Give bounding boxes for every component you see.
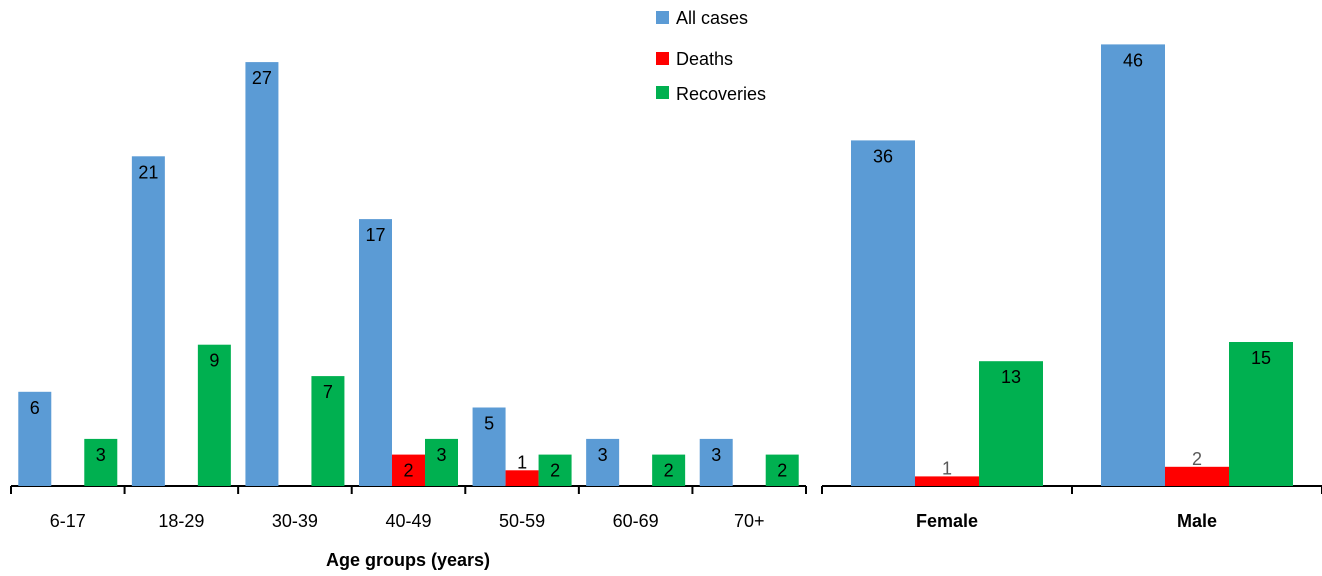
- sex-chart: 36 1 13 Female 46 2 15 Male: [821, 44, 1322, 531]
- legend-label-all-cases: All cases: [676, 8, 748, 28]
- data-label-all-cases-50-59: 5: [484, 414, 494, 434]
- bar-recoveries-18-29: [197, 344, 231, 486]
- data-label-recoveries-18-29: 9: [209, 351, 219, 371]
- data-label-recoveries-70: 2: [777, 461, 787, 481]
- bar-deaths-50-59: [505, 470, 539, 486]
- bar-deaths-40-49: [392, 454, 425, 486]
- bar-recoveries-male: [1229, 342, 1293, 486]
- data-label-deaths-male: 2: [1192, 449, 1202, 469]
- bar-all-cases-50-59: [472, 407, 506, 486]
- legend-swatch-all-cases: [656, 11, 669, 24]
- data-label-deaths-50-59: 1: [517, 452, 527, 472]
- data-label-all-cases-70: 3: [711, 445, 721, 465]
- bar-all-cases-30-39: [245, 62, 279, 486]
- data-label-all-cases-60-69: 3: [598, 445, 608, 465]
- bar-all-cases-female: [851, 140, 915, 486]
- data-label-all-cases-female: 36: [873, 146, 893, 166]
- legend-swatch-deaths: [656, 52, 669, 65]
- bar-recoveries-female: [979, 361, 1043, 486]
- bar-all-cases-male: [1101, 44, 1165, 487]
- x-tick-label-60-69: 60-69: [613, 511, 659, 531]
- data-label-recoveries-female: 13: [1001, 367, 1021, 387]
- legend-label-deaths: Deaths: [676, 49, 733, 69]
- bar-recoveries-70: [765, 454, 799, 486]
- bar-recoveries-40-49: [425, 438, 458, 486]
- x-tick-label-40-49: 40-49: [385, 511, 431, 531]
- x-tick-label-6-17: 6-17: [50, 511, 86, 531]
- x-tick-label-18-29: 18-29: [158, 511, 204, 531]
- bar-recoveries-30-39: [311, 376, 345, 486]
- bar-all-cases-6-17: [18, 391, 52, 486]
- bar-recoveries-6-17: [84, 438, 118, 486]
- x-tick-label-male: Male: [1177, 511, 1217, 531]
- legend: All cases Deaths Recoveries: [656, 8, 766, 104]
- data-label-all-cases-30-39: 27: [252, 68, 272, 88]
- x-tick-label-70: 70+: [734, 511, 765, 531]
- bar-deaths-male: [1165, 466, 1229, 486]
- data-label-all-cases-6-17: 6: [30, 398, 40, 418]
- data-label-recoveries-6-17: 3: [96, 445, 106, 465]
- data-label-recoveries-60-69: 2: [664, 461, 674, 481]
- data-label-all-cases-18-29: 21: [138, 162, 158, 182]
- data-label-recoveries-40-49: 3: [436, 445, 446, 465]
- data-label-deaths-female: 1: [942, 458, 952, 478]
- x-tick-label-30-39: 30-39: [272, 511, 318, 531]
- data-label-recoveries-50-59: 2: [550, 461, 560, 481]
- x-tick-label-50-59: 50-59: [499, 511, 545, 531]
- data-label-recoveries-male: 15: [1251, 348, 1271, 368]
- bar-all-cases-18-29: [131, 156, 165, 487]
- data-label-all-cases-40-49: 17: [365, 225, 385, 245]
- data-label-all-cases-male: 46: [1123, 50, 1143, 70]
- x-tick-label-female: Female: [916, 511, 978, 531]
- bar-recoveries-50-59: [538, 454, 572, 486]
- bar-recoveries-60-69: [652, 454, 686, 486]
- bar-deaths-female: [915, 476, 979, 486]
- bar-all-cases-70: [699, 438, 733, 486]
- bar-all-cases-40-49: [359, 219, 392, 486]
- age-group-chart: 6 3 6-17 21 9 18-29 27 7 30-39 17 2 3 40-49 5 1 2 50-59 3…: [10, 62, 807, 531]
- legend-swatch-recoveries: [656, 86, 669, 99]
- data-label-deaths-40-49: 2: [403, 461, 413, 481]
- legend-label-recoveries: Recoveries: [676, 84, 766, 104]
- data-label-recoveries-30-39: 7: [323, 382, 333, 402]
- bar-all-cases-60-69: [586, 438, 620, 486]
- x-axis-title: Age groups (years): [326, 550, 490, 570]
